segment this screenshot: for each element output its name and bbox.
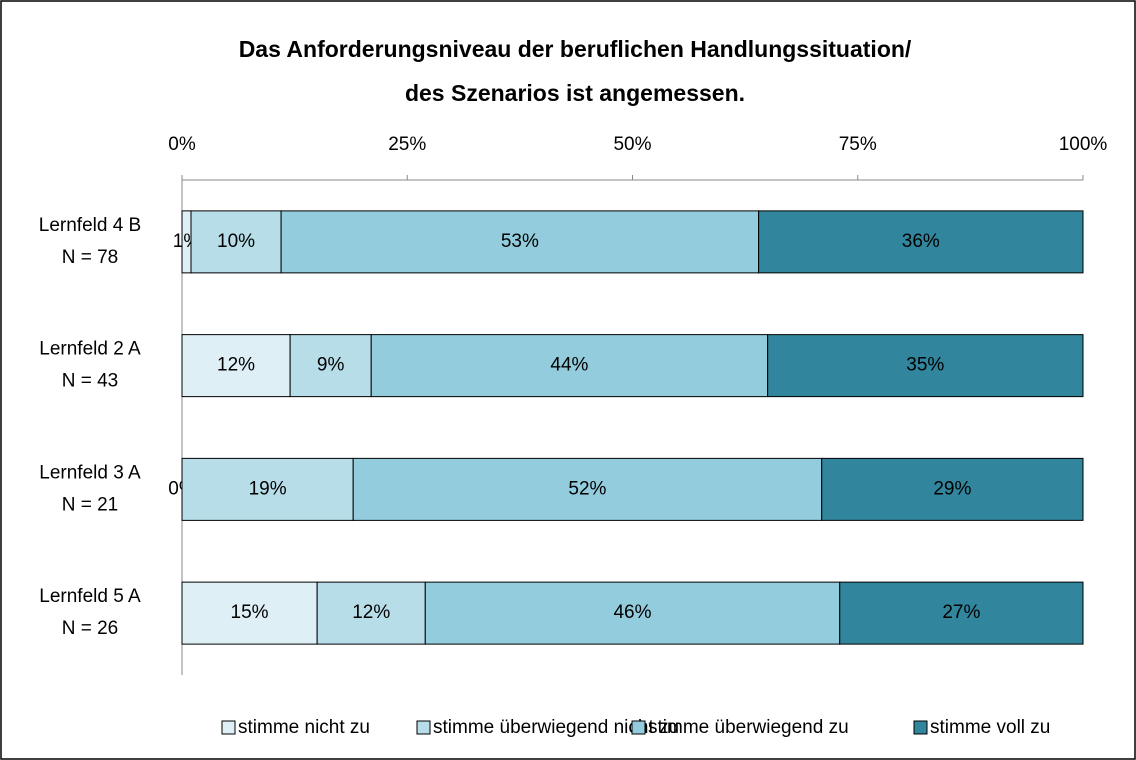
data-label: 36% — [902, 231, 940, 252]
y-tick-label: N = 26 — [62, 618, 119, 639]
data-label: 53% — [501, 231, 539, 252]
y-tick-label: Lernfeld 4 B — [39, 215, 141, 236]
y-tick-label: N = 78 — [62, 247, 119, 268]
data-label: 27% — [942, 602, 980, 623]
y-tick-label: N = 43 — [62, 371, 119, 392]
x-tick-label: 75% — [839, 134, 877, 155]
legend-label: stimme überwiegend zu — [648, 717, 849, 738]
chart-title: des Szenarios ist angemessen. — [405, 80, 745, 106]
data-label: 19% — [249, 478, 287, 499]
legend-label: stimme voll zu — [930, 717, 1050, 738]
data-label: 15% — [231, 602, 269, 623]
bar-segment — [370, 334, 769, 398]
data-label: 52% — [568, 478, 606, 499]
data-label: 46% — [613, 602, 651, 623]
bar-segment — [767, 334, 1084, 398]
y-tick-label: N = 21 — [62, 494, 119, 515]
data-label: 9% — [317, 355, 345, 376]
legend-swatch — [913, 720, 928, 735]
bar-segment — [316, 581, 426, 645]
x-tick-label: 25% — [388, 134, 426, 155]
legend-label: stimme nicht zu — [238, 717, 370, 738]
data-label: 12% — [352, 602, 390, 623]
y-tick-label: Lernfeld 5 A — [39, 586, 141, 607]
data-label: 35% — [906, 355, 944, 376]
bar-segment — [280, 210, 760, 274]
legend-swatch — [416, 720, 431, 735]
data-label: 29% — [933, 478, 971, 499]
bar-segment — [181, 457, 354, 521]
data-label: 12% — [217, 355, 255, 376]
bar-segment — [758, 210, 1084, 274]
chart-title: Das Anforderungsniveau der beruflichen H… — [239, 36, 912, 62]
bar-segment — [181, 334, 291, 398]
bar-segment — [424, 581, 841, 645]
data-label: 44% — [550, 355, 588, 376]
bar-segment — [181, 581, 318, 645]
y-tick-label: Lernfeld 2 A — [39, 339, 141, 360]
legend-label: stimme überwiegend nicht zu — [433, 717, 679, 738]
bar-segment — [839, 581, 1084, 645]
x-tick-label: 0% — [168, 134, 196, 155]
data-label: 10% — [217, 231, 255, 252]
legend-swatch — [631, 720, 646, 735]
bar-segment — [821, 457, 1084, 521]
x-tick-label: 100% — [1059, 134, 1108, 155]
bar-segment — [352, 457, 823, 521]
y-tick-label: Lernfeld 3 A — [39, 462, 141, 483]
legend-swatch — [221, 720, 236, 735]
bar-segment — [289, 334, 372, 398]
x-tick-label: 50% — [613, 134, 651, 155]
